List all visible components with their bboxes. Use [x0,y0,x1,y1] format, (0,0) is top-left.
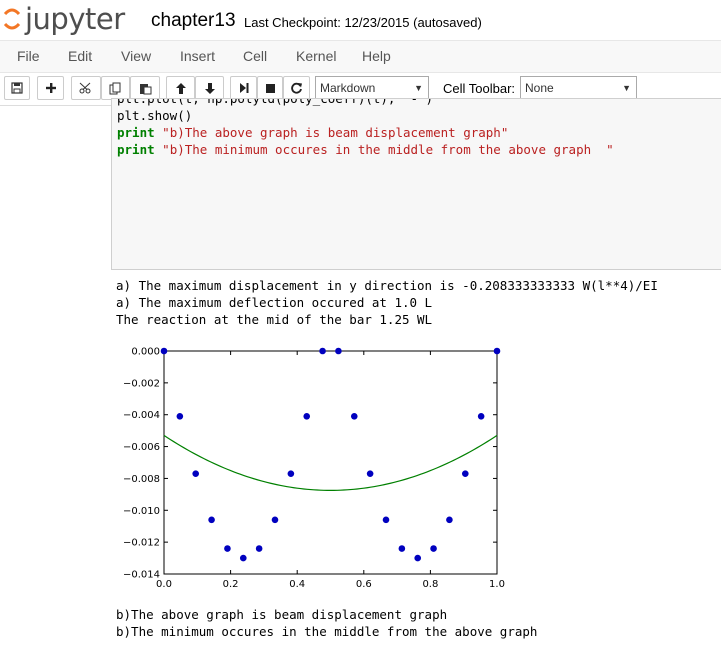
data-point [255,545,263,552]
data-point [461,470,469,477]
data-point [271,516,279,524]
save-icon [11,82,23,94]
data-point [430,545,437,552]
y-tick-label: −0.010 [123,506,160,517]
cell-type-value: Markdown [320,81,376,95]
code-cell-input[interactable]: plt.plot(t, np.polyld(poly_coeff)(t), '-… [111,98,721,270]
displacement-chart: 0.000 −0.002 −0.004 −0.006 −0.008 −0.010 −0.01… [123,347,505,591]
data-point [414,554,422,562]
data-point [239,554,247,562]
checkpoint-status: Last Checkpoint: 12/23/2015 (autosaved) [244,15,482,30]
output-line: b)The minimum occures in the middle from… [116,624,538,639]
menu-help[interactable]: Help [362,48,391,64]
add-icon [45,83,56,93]
output-line: a) The maximum displacement in y directi… [116,278,658,293]
menu-edit[interactable]: Edit [68,48,93,64]
x-tick-label: 0.6 [356,579,372,590]
cut-icon [79,82,91,94]
code-line-partial: plt.plot(t, np.polyld(poly_coeff)(t), '-… [117,98,434,106]
menubar: File Edit View Insert Cell Kernel Help [0,40,721,73]
copy-button[interactable] [101,76,130,100]
data-point [335,347,342,355]
move-down-button[interactable] [195,76,224,100]
y-tick-label: −0.008 [123,474,160,485]
data-point [319,347,326,355]
code-line-show: plt.show() [117,108,193,123]
data-point [446,516,453,524]
data-point [224,545,231,552]
output-line: a) The maximum deflection occured at 1.0… [116,295,433,310]
interrupt-button[interactable] [257,76,283,100]
x-tick-label: 0.2 [223,579,239,590]
output-text-block-2: b)The above graph is beam displacement g… [116,606,537,640]
stop-icon [265,83,275,93]
data-point [192,470,200,477]
string-literal: "b)The above graph is beam displacement … [162,125,509,140]
move-up-button[interactable] [166,76,195,100]
code-line-print-1: print "b)The above graph is beam displac… [117,124,721,141]
cell-toolbar-label: Cell Toolbar: [443,81,516,96]
restart-button[interactable] [283,76,310,100]
code-line-print-2: print "b)The minimum occures in the midd… [117,141,721,158]
move-up-icon [175,82,186,94]
string-literal: "b)The minimum occures in the middle fro… [162,142,614,157]
menu-cell[interactable]: Cell [243,48,268,64]
restart-icon [291,82,302,94]
insert-cell-button[interactable] [37,76,64,100]
menu-view[interactable]: View [121,48,152,64]
jupyter-logo[interactable]: jupyter [2,2,125,36]
cell-toolbar-value: None [525,81,554,95]
toolbar: Markdown ▼ Cell Toolbar: None ▼ [0,73,721,106]
y-tick-label: −0.012 [123,538,160,549]
y-tick-label: −0.006 [123,442,160,453]
x-tick-label: 0.4 [289,579,305,590]
data-point [176,413,184,420]
logo-text: jupyter [25,2,125,36]
cell-type-select[interactable]: Markdown ▼ [315,76,429,100]
move-down-icon [204,82,215,94]
keyword-print: print [117,142,155,157]
cut-button[interactable] [71,76,101,100]
data-point [303,413,311,420]
data-point [208,516,215,524]
y-tick-label: −0.002 [123,378,160,389]
menu-insert[interactable]: Insert [180,48,216,64]
menu-kernel[interactable]: Kernel [296,48,337,64]
menu-file[interactable]: File [17,48,40,64]
run-icon [239,83,248,93]
chevron-down-icon: ▼ [622,83,631,93]
x-tick-label: 0.8 [422,579,438,590]
notebook-title[interactable]: chapter13 [151,10,236,31]
output-line: b)The above graph is beam displacement g… [116,607,448,622]
paste-button[interactable] [130,76,160,100]
y-tick-label: −0.004 [123,410,160,421]
data-point [350,413,358,420]
cell-toolbar-select[interactable]: None ▼ [520,76,637,100]
jupyter-logo-icon [3,8,21,30]
data-point [287,470,295,477]
x-tick-label: 1.0 [489,579,505,590]
keyword-print: print [117,125,155,140]
chevron-down-icon: ▼ [414,83,423,93]
output-line: The reaction at the mid of the bar 1.25 … [116,312,433,327]
data-point [160,347,168,355]
data-point [382,516,390,524]
code-editor[interactable]: plt.plot(t, np.polyld(poly_coeff)(t), '-… [112,98,721,158]
copy-icon [109,82,121,94]
run-button[interactable] [230,76,257,100]
paste-icon [139,83,151,94]
x-tick-label: 0.0 [156,579,172,590]
data-point [477,413,485,420]
y-tick-label: −0.014 [123,570,160,581]
fit-curve-line [163,434,498,491]
plot-frame [163,350,498,575]
notebook-header: jupyter chapter13 Last Checkpoint: 12/23… [0,0,721,40]
y-tick-label: 0.000 [131,347,160,358]
data-point [398,545,406,552]
output-text-block: a) The maximum displacement in y directi… [116,277,658,328]
data-point [366,470,374,477]
data-point [493,347,501,355]
save-button[interactable] [4,76,30,100]
